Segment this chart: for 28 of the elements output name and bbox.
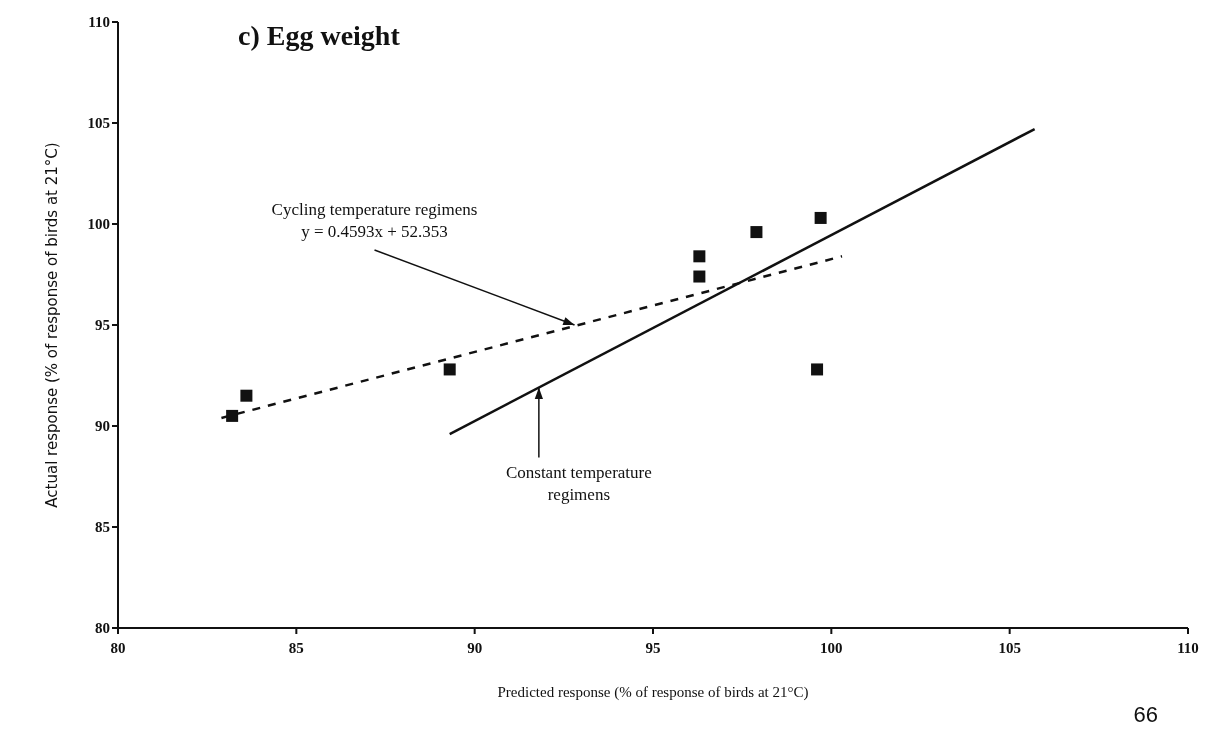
x-tick-label: 80: [110, 639, 126, 656]
annotation: Cycling temperature regimens y = 0.4593x + 52.353: [271, 200, 478, 241]
x-tick-label: 110: [1177, 639, 1199, 656]
point: [811, 363, 824, 376]
x-axis-title: Predicted response (% of response of birds at 21°C): [497, 683, 809, 701]
y-tick-label: 80: [95, 620, 110, 637]
y-tick-label: 110: [88, 14, 110, 31]
annotation: Constant temperature regimens: [505, 462, 652, 504]
chart-title: c) Egg weight: [238, 20, 400, 52]
x-tick-label: 85: [288, 639, 304, 656]
point: [750, 226, 763, 239]
x-tick-label: 95: [645, 639, 661, 656]
point: [814, 211, 827, 224]
point: [226, 409, 239, 422]
text: 66: [1133, 702, 1158, 728]
point: [240, 389, 253, 402]
y-tick-label: 90: [95, 418, 110, 435]
point: [693, 270, 706, 283]
point: [443, 363, 456, 376]
y-tick-label: 85: [95, 519, 110, 536]
x-tick-label: 90: [467, 639, 483, 656]
x-tick-label: 105: [998, 639, 1021, 656]
x-tick-label: 100: [820, 639, 843, 656]
y-tick-label: 100: [87, 216, 110, 233]
y-tick-label: 95: [95, 317, 110, 334]
y-axis-title: Actual response (% of response of birds at 21°C): [43, 142, 62, 508]
point: [693, 250, 706, 263]
y-tick-label: 105: [87, 115, 110, 132]
